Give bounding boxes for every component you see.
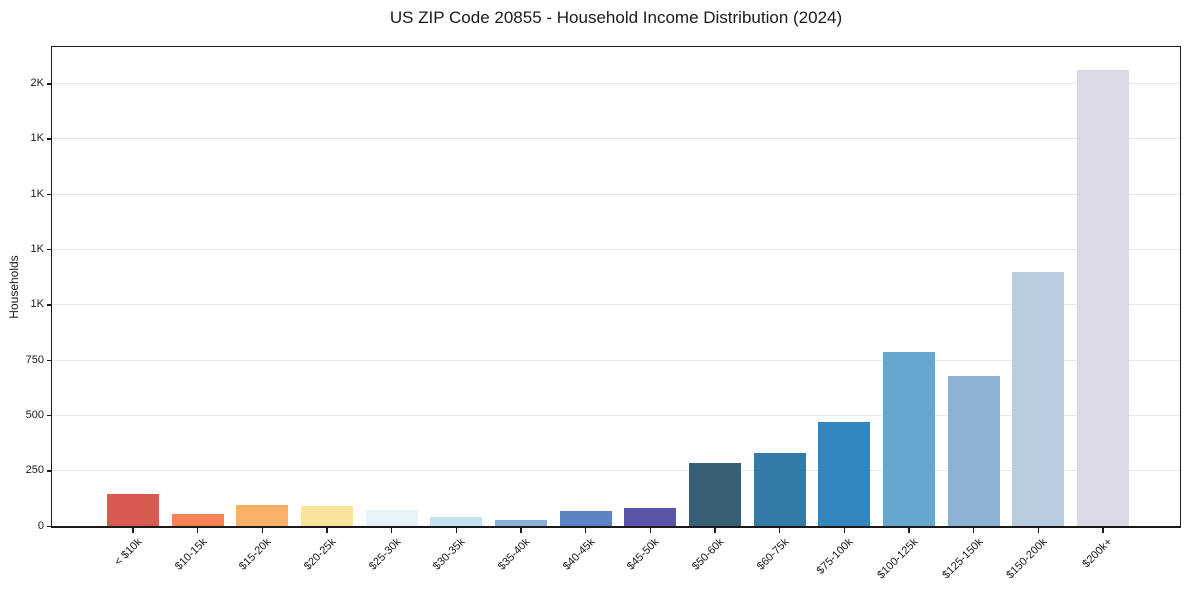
- y-tick-mark: [46, 414, 51, 417]
- x-tick-mark: [649, 528, 652, 533]
- y-tick-label-500: 500: [25, 408, 44, 421]
- bar-12: [818, 422, 871, 526]
- y-tick-label-0: 0: [37, 519, 44, 532]
- gridline-500: [52, 414, 1180, 416]
- gridline-1500: [52, 193, 1180, 195]
- x-tick-label-14: $125-150k: [939, 536, 986, 582]
- y-tick-mark: [46, 304, 51, 306]
- gridline-1250: [52, 248, 1180, 250]
- y-tick-mark: [46, 470, 51, 472]
- y-tick-label-2000: 2K: [30, 77, 44, 89]
- y-tick-label-750: 750: [25, 353, 44, 366]
- y-tick-label-1000: 1K: [30, 298, 44, 311]
- x-tick-label-4: $20-25k: [301, 536, 339, 573]
- x-tick-label-6: $30-35k: [431, 536, 468, 573]
- y-tick-label-1750: 1K: [30, 132, 44, 145]
- gridline-1750: [52, 138, 1180, 140]
- bar-8: [559, 511, 612, 526]
- y-tick-mark: [46, 248, 51, 251]
- gridline-750: [52, 359, 1180, 361]
- x-tick-label-5: $25-30k: [366, 536, 404, 573]
- bar-7: [495, 519, 547, 526]
- bar-10: [689, 463, 741, 526]
- x-tick-mark: [972, 528, 975, 533]
- y-tick-mark: [46, 83, 51, 85]
- plot-area: [51, 46, 1181, 528]
- y-tick-label-250: 250: [25, 464, 44, 477]
- x-tick-label-3: $15-20k: [237, 536, 274, 573]
- bar-15: [1012, 271, 1065, 526]
- x-tick-mark: [908, 528, 910, 533]
- x-tick-mark: [455, 528, 458, 533]
- x-tick-mark: [778, 528, 781, 533]
- gridline-1000: [52, 304, 1180, 306]
- bar-6: [430, 517, 483, 526]
- chart-title: US ZIP Code 20855 - Household Income Dis…: [389, 8, 843, 27]
- bar-11: [753, 453, 806, 526]
- x-tick-mark: [261, 528, 264, 533]
- x-tick-label-10: $50-60k: [689, 536, 727, 573]
- y-tick-label-1500: 1K: [30, 187, 44, 200]
- bar-4: [301, 506, 353, 526]
- x-tick-label-15: $150-200k: [1004, 536, 1050, 582]
- x-tick-label-7: $35-40k: [495, 536, 533, 573]
- x-tick-label-1: < $10k: [112, 536, 145, 569]
- x-tick-label-13: $100-125k: [875, 536, 921, 582]
- y-tick-mark: [46, 138, 51, 140]
- x-tick-mark: [1102, 528, 1104, 533]
- y-tick-mark: [46, 359, 51, 362]
- bar-5: [365, 510, 418, 526]
- bar-1: [107, 493, 159, 526]
- x-tick-mark: [326, 528, 328, 533]
- x-tick-label-8: $40-45k: [560, 536, 598, 573]
- x-tick-label-11: $60-75k: [754, 536, 792, 573]
- y-tick-mark: [46, 525, 51, 527]
- x-tick-mark: [584, 528, 587, 533]
- x-tick-mark: [132, 528, 134, 533]
- gridline-2000: [52, 83, 1180, 84]
- y-tick-mark: [46, 193, 51, 196]
- x-tick-mark: [714, 528, 716, 533]
- bar-2: [171, 514, 224, 526]
- x-tick-mark: [390, 528, 393, 533]
- bar-14: [947, 376, 1000, 526]
- x-tick-label-2: $10-15k: [172, 536, 210, 573]
- x-tick-mark: [1037, 528, 1040, 533]
- y-tick-label-1250: 1K: [30, 242, 44, 255]
- x-tick-label-12: $75-100k: [814, 536, 856, 577]
- gridline-250: [52, 470, 1180, 472]
- x-tick-label-16: $200k+: [1080, 536, 1115, 571]
- bar-9: [624, 507, 677, 526]
- x-tick-mark: [520, 528, 522, 533]
- x-tick-label-9: $45-50k: [625, 536, 662, 573]
- x-tick-mark: [196, 528, 199, 533]
- x-tick-mark: [843, 528, 846, 533]
- bar-16: [1077, 70, 1129, 526]
- bar-3: [236, 505, 289, 526]
- bar-13: [883, 352, 935, 526]
